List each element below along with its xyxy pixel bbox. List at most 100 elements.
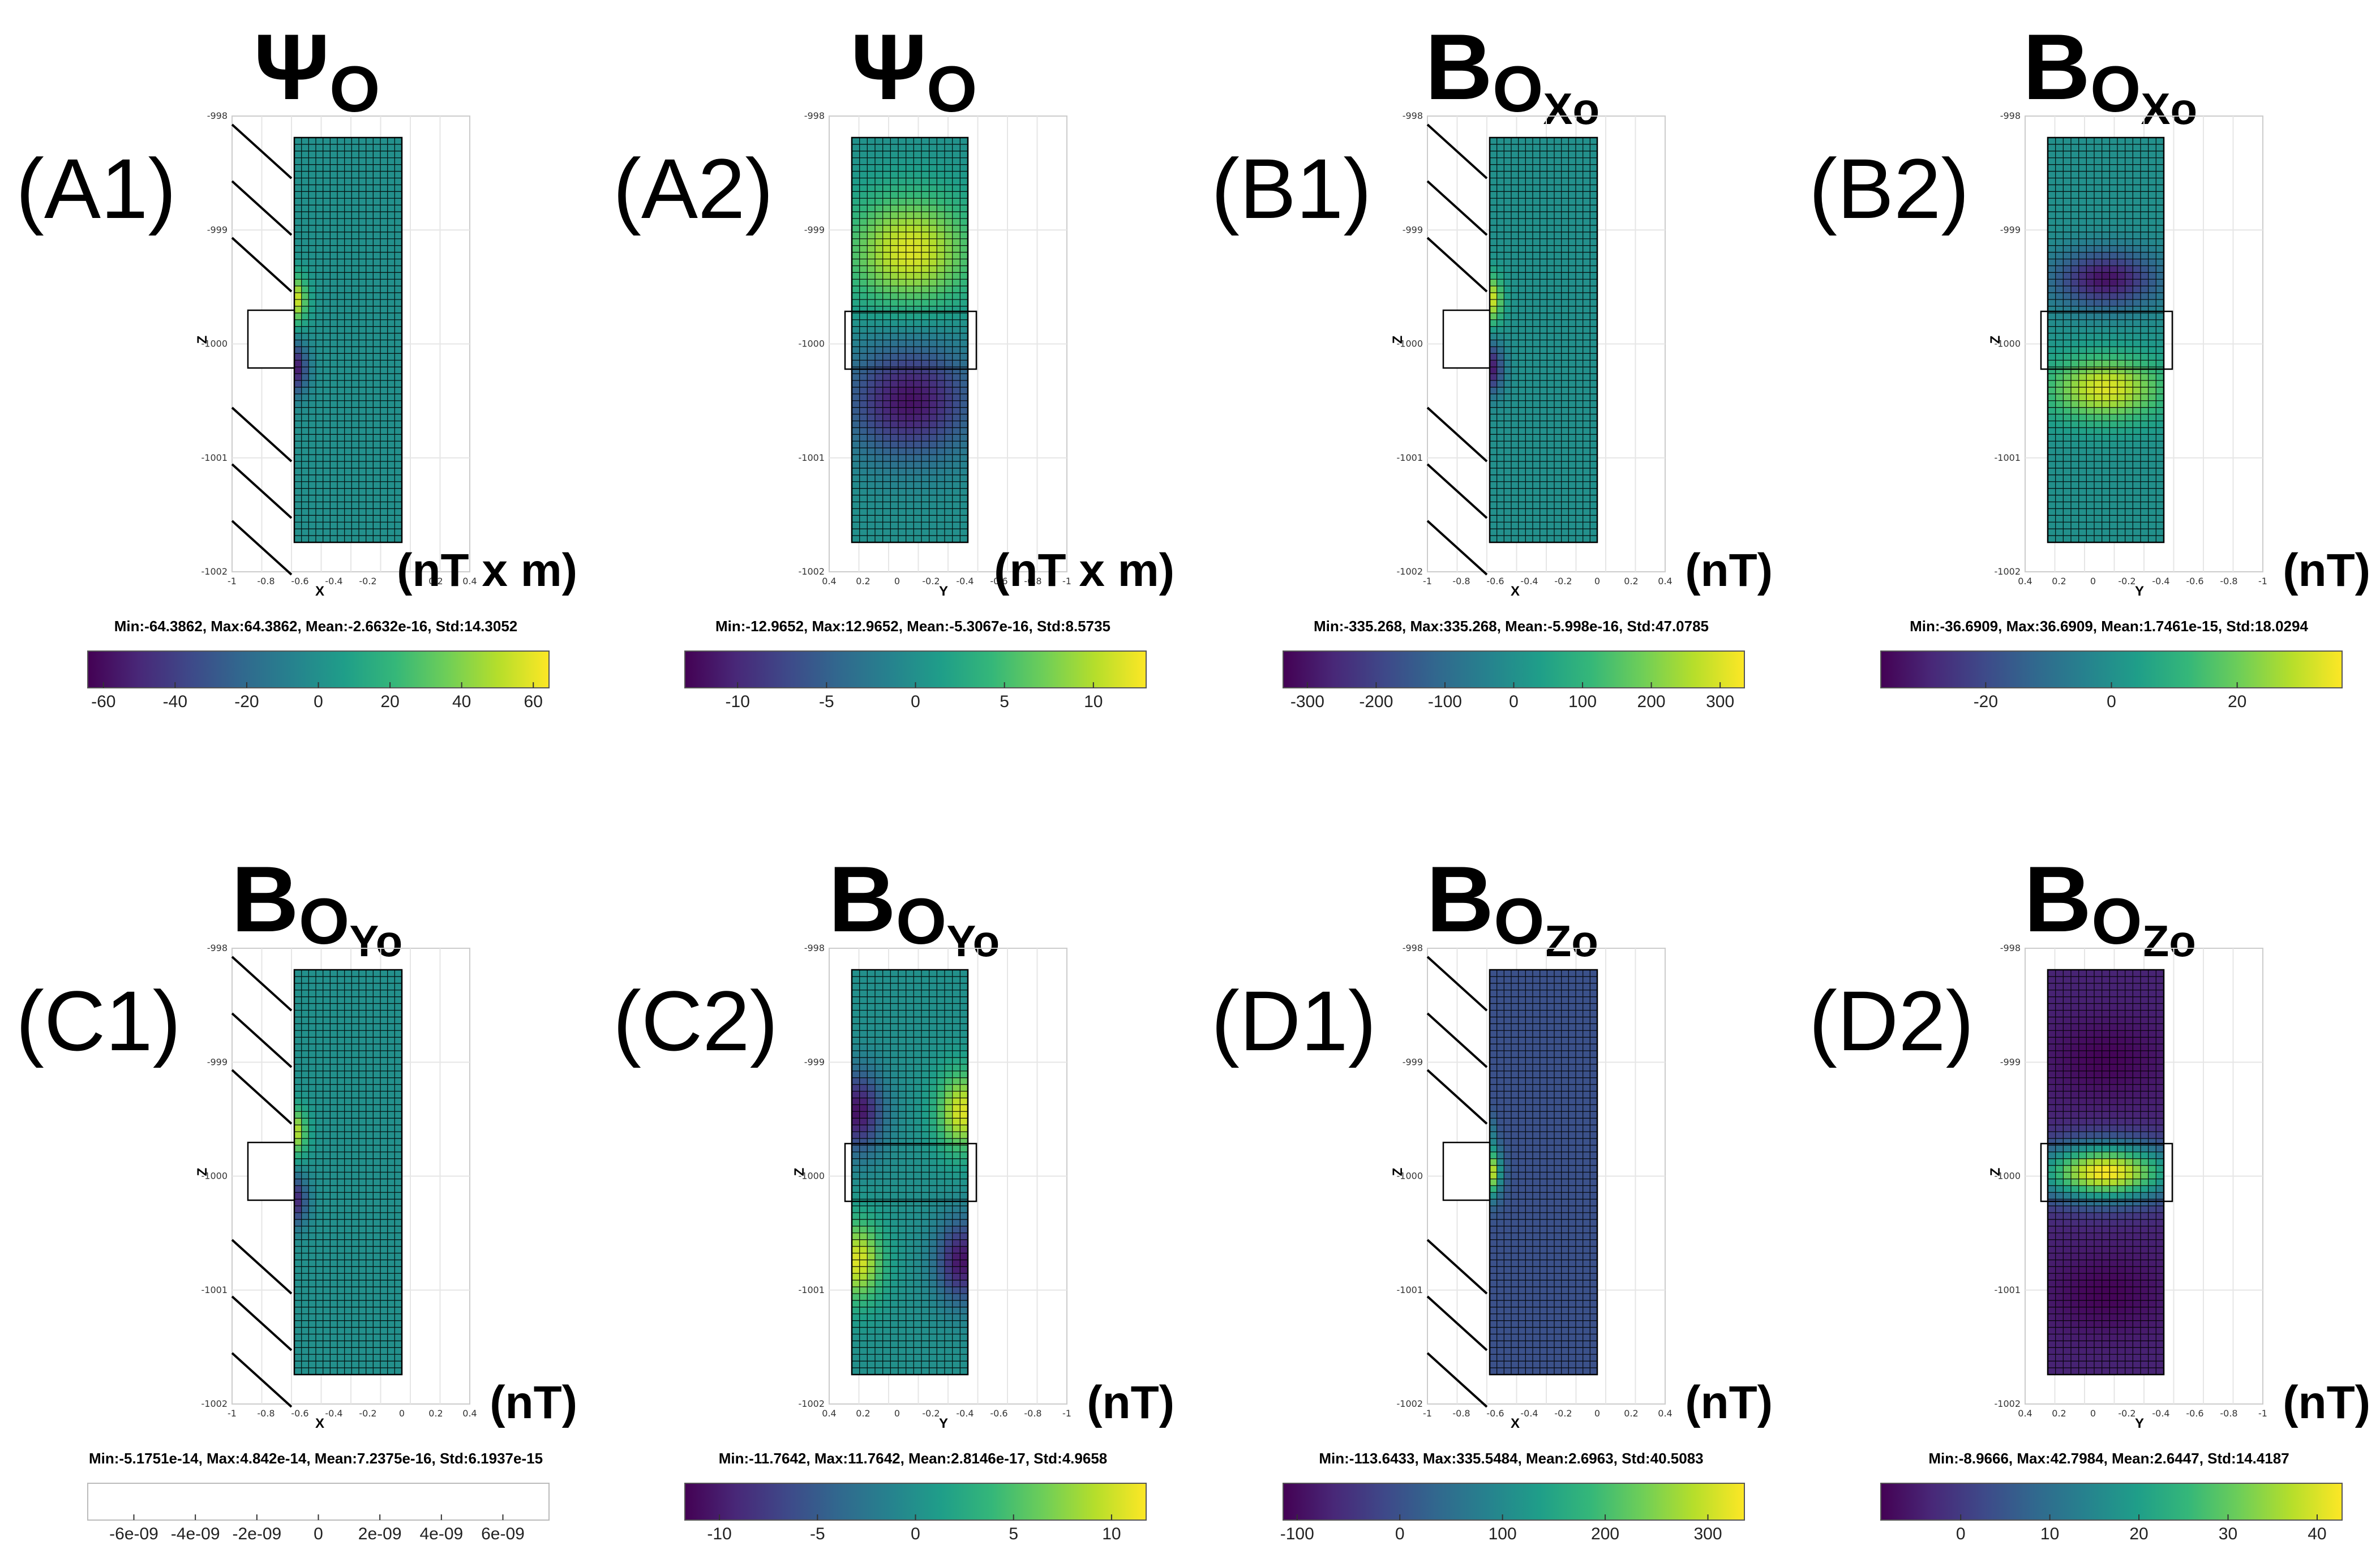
heatmap-cell (366, 1320, 374, 1328)
heatmap-cell (906, 400, 914, 408)
heatmap-cell (323, 1334, 331, 1342)
heatmap-cell (1533, 474, 1541, 482)
heatmap-cell (316, 970, 324, 977)
heatmap-cell (301, 421, 309, 429)
heatmap-cell (373, 1185, 381, 1193)
heatmap-cell (1576, 353, 1584, 361)
heatmap-cell (2071, 191, 2079, 199)
heatmap-cell (380, 1313, 388, 1321)
heatmap-cell (2055, 198, 2064, 206)
heatmap-cell (301, 1313, 309, 1321)
heatmap-cell (960, 266, 968, 273)
heatmap-cell (2148, 353, 2156, 361)
heatmap-cell (1561, 393, 1569, 401)
heatmap-cell (1547, 441, 1555, 448)
heatmap-cell (937, 474, 945, 482)
heatmap-cell (337, 1138, 345, 1146)
heatmap-cell (380, 1294, 388, 1301)
heatmap-cell (337, 427, 345, 435)
heatmap-cell (337, 1057, 345, 1065)
heatmap-cell (2055, 522, 2064, 529)
heatmap-cell (2109, 238, 2118, 246)
heatmap-cell (914, 515, 922, 523)
heatmap-cell (351, 1354, 359, 1362)
heatmap-cell (2048, 400, 2056, 408)
heatmap-cell (937, 340, 945, 348)
heatmap-cell (2117, 178, 2126, 186)
heatmap-cell (301, 1105, 309, 1112)
heatmap-cell (1561, 198, 1569, 206)
heatmap-cell (323, 1219, 331, 1227)
heatmap-cell (337, 1313, 345, 1321)
heatmap-cell (344, 1037, 352, 1045)
heatmap-cell (1511, 536, 1519, 543)
heatmap-cell (937, 326, 945, 334)
heatmap-cell (1583, 293, 1590, 300)
heatmap-cell (2063, 164, 2072, 172)
heatmap-cell (2141, 488, 2149, 496)
heatmap-cell (2109, 414, 2118, 422)
heatmap-cell (2125, 191, 2133, 199)
heatmap-cell (366, 191, 374, 199)
heatmap-cell (2141, 414, 2149, 422)
heatmap-cell (2109, 387, 2118, 395)
heatmap-cell (960, 164, 968, 172)
heatmap-cell (366, 138, 374, 145)
heatmap-cell (330, 461, 338, 469)
heatmap-cell (1533, 279, 1541, 286)
heatmap-cell (330, 266, 338, 273)
heatmap-cell (373, 259, 381, 267)
heatmap-cell (301, 1010, 309, 1018)
heatmap-cell (937, 380, 945, 388)
heatmap-cell (316, 1077, 324, 1085)
heatmap-cell (2048, 508, 2056, 516)
heatmap-cell (960, 232, 968, 239)
heatmap-cell (344, 1010, 352, 1018)
heatmap-cell (2109, 232, 2118, 239)
panel-label: (A2) (613, 141, 773, 236)
heatmap-cell (1583, 178, 1590, 186)
heatmap-cell (2071, 346, 2079, 354)
heatmap-cell (1511, 313, 1519, 320)
heatmap-cell (2063, 138, 2072, 145)
heatmap-cell (316, 272, 324, 280)
heatmap-cell (2102, 286, 2110, 293)
heatmap-cell (1540, 198, 1547, 206)
heatmap-cell (1540, 259, 1547, 267)
heatmap-cell (2133, 434, 2141, 442)
heatmap-cell (2048, 164, 2056, 172)
heatmap-cell (1490, 252, 1498, 260)
heatmap-cell (373, 164, 381, 172)
heatmap-cell (2102, 461, 2110, 469)
heatmap-cell (867, 252, 876, 260)
heatmap-cell (867, 185, 876, 192)
heatmap-cell (344, 1334, 352, 1342)
heatmap-cell (387, 1179, 395, 1186)
heatmap-cell (301, 326, 309, 334)
heatmap-cell (929, 360, 937, 367)
heatmap-cell (1590, 340, 1598, 348)
heatmap-cell (316, 448, 324, 455)
heatmap-cell (344, 1024, 352, 1031)
heatmap-cell (1525, 319, 1533, 327)
heatmap-cell (1504, 488, 1512, 496)
heatmap-cell (906, 360, 914, 367)
heatmap-cell (373, 252, 381, 260)
heatmap-cell (1568, 468, 1576, 476)
heatmap-cell (366, 529, 374, 536)
heatmap-cell (323, 455, 331, 462)
heatmap-cell (337, 151, 345, 159)
heatmap-cell (394, 502, 402, 510)
heatmap-cell (882, 232, 891, 239)
heatmap-cell (2063, 455, 2072, 462)
heatmap-cell (351, 1192, 359, 1200)
heatmap-cell (394, 1185, 402, 1193)
heatmap-cell (890, 272, 899, 280)
heatmap-cell (1518, 157, 1526, 165)
heatmap-cell (898, 461, 907, 469)
heatmap-cell (301, 259, 309, 267)
heatmap-cell (852, 353, 860, 361)
heatmap-cell (308, 1185, 316, 1193)
heatmap-cell (1554, 502, 1562, 510)
heatmap-cell (373, 313, 381, 320)
